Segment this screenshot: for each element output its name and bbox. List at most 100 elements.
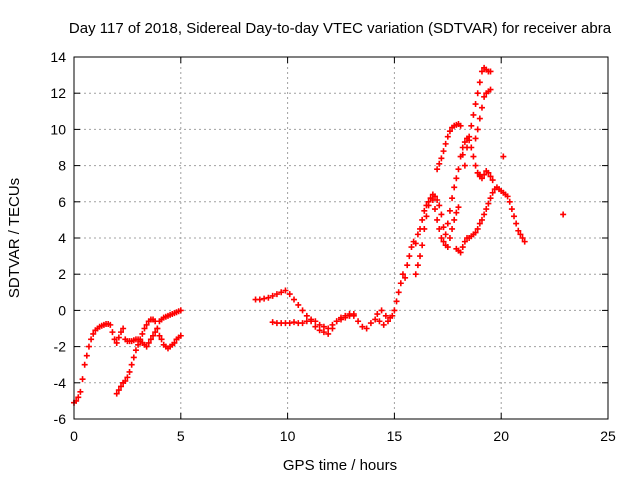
data-point bbox=[145, 339, 152, 346]
data-point bbox=[417, 253, 424, 260]
data-point bbox=[478, 216, 485, 223]
x-axis-label: GPS time / hours bbox=[283, 457, 397, 474]
axis-ticks: 0 5 10 15 20 25 -6 -4 -2 0 2 4 6 8 10 12 14 bbox=[50, 49, 616, 444]
data-point bbox=[449, 225, 456, 232]
data-point bbox=[440, 224, 447, 231]
data-point bbox=[320, 323, 327, 330]
data-point bbox=[487, 173, 494, 180]
data-point bbox=[382, 312, 389, 319]
data-point bbox=[303, 312, 310, 319]
data-point bbox=[177, 307, 184, 314]
data-point bbox=[79, 376, 86, 383]
data-point bbox=[517, 231, 524, 238]
data-point bbox=[130, 354, 137, 361]
data-point bbox=[350, 311, 357, 318]
data-point bbox=[459, 151, 466, 158]
data-point bbox=[397, 280, 404, 287]
data-point bbox=[402, 274, 409, 281]
data-point bbox=[470, 153, 477, 160]
data-point bbox=[380, 321, 387, 328]
data-point bbox=[367, 320, 374, 327]
data-point bbox=[459, 244, 466, 251]
data-point bbox=[88, 336, 95, 343]
data-point bbox=[122, 377, 129, 384]
data-point bbox=[453, 209, 460, 216]
data-point bbox=[387, 314, 394, 321]
data-point bbox=[449, 195, 456, 202]
data-point bbox=[487, 195, 494, 202]
data-point bbox=[150, 332, 157, 339]
data-point bbox=[461, 238, 468, 245]
data-point bbox=[478, 175, 485, 182]
data-point bbox=[83, 352, 90, 359]
data-point bbox=[451, 184, 458, 191]
data-point bbox=[436, 225, 443, 232]
x-tick-label: 15 bbox=[387, 428, 403, 444]
data-point bbox=[419, 242, 426, 249]
data-point bbox=[446, 235, 453, 241]
data-point bbox=[132, 347, 139, 354]
data-point bbox=[481, 171, 488, 178]
y-tick-label: -4 bbox=[54, 375, 67, 391]
data-point bbox=[107, 321, 114, 328]
data-point bbox=[378, 307, 385, 314]
data-point bbox=[393, 298, 400, 305]
data-point bbox=[177, 332, 184, 339]
data-point bbox=[440, 238, 447, 245]
data-point bbox=[77, 388, 84, 395]
data-point bbox=[338, 316, 344, 323]
data-point bbox=[124, 374, 131, 381]
data-point bbox=[508, 206, 515, 213]
data-point bbox=[320, 329, 327, 336]
data-point bbox=[474, 169, 481, 176]
data-point bbox=[446, 207, 453, 214]
y-tick-label: 2 bbox=[58, 266, 66, 282]
data-point bbox=[442, 140, 449, 147]
data-point bbox=[269, 292, 276, 299]
data-point bbox=[468, 122, 475, 129]
y-tick-label: 6 bbox=[58, 194, 66, 210]
data-point bbox=[438, 235, 445, 241]
data-point bbox=[506, 198, 513, 205]
data-point bbox=[158, 336, 165, 343]
data-point bbox=[117, 383, 124, 390]
data-point bbox=[391, 307, 398, 314]
data-point bbox=[487, 68, 494, 75]
data-point bbox=[470, 111, 477, 118]
data-point bbox=[453, 175, 460, 182]
data-point bbox=[444, 244, 451, 251]
data-point bbox=[399, 271, 406, 278]
data-point bbox=[461, 162, 468, 169]
data-point bbox=[120, 325, 127, 332]
data-point bbox=[440, 148, 447, 155]
data-point bbox=[75, 394, 82, 401]
data-point bbox=[472, 135, 479, 142]
data-point bbox=[481, 93, 488, 100]
data-point bbox=[316, 321, 323, 328]
data-point bbox=[278, 289, 285, 296]
data-point bbox=[325, 330, 332, 337]
data-point bbox=[421, 207, 428, 214]
data-point bbox=[476, 115, 483, 122]
x-tick-label: 25 bbox=[600, 428, 616, 444]
data-point bbox=[457, 122, 464, 129]
data-point bbox=[406, 253, 413, 260]
data-point bbox=[256, 296, 263, 303]
data-point bbox=[457, 249, 464, 256]
data-point bbox=[474, 90, 481, 97]
data-point bbox=[438, 155, 445, 162]
data-point bbox=[346, 312, 353, 319]
data-point bbox=[485, 200, 492, 207]
data-point bbox=[461, 139, 468, 146]
data-point bbox=[427, 195, 434, 202]
data-point bbox=[171, 339, 178, 346]
data-point bbox=[431, 206, 438, 213]
data-point bbox=[156, 332, 163, 339]
data-point bbox=[113, 390, 120, 397]
data-point bbox=[90, 330, 97, 337]
data-point bbox=[412, 271, 419, 278]
y-tick-label: 14 bbox=[50, 49, 66, 65]
data-point bbox=[117, 329, 124, 336]
data-point bbox=[374, 311, 381, 318]
data-point bbox=[384, 318, 391, 325]
